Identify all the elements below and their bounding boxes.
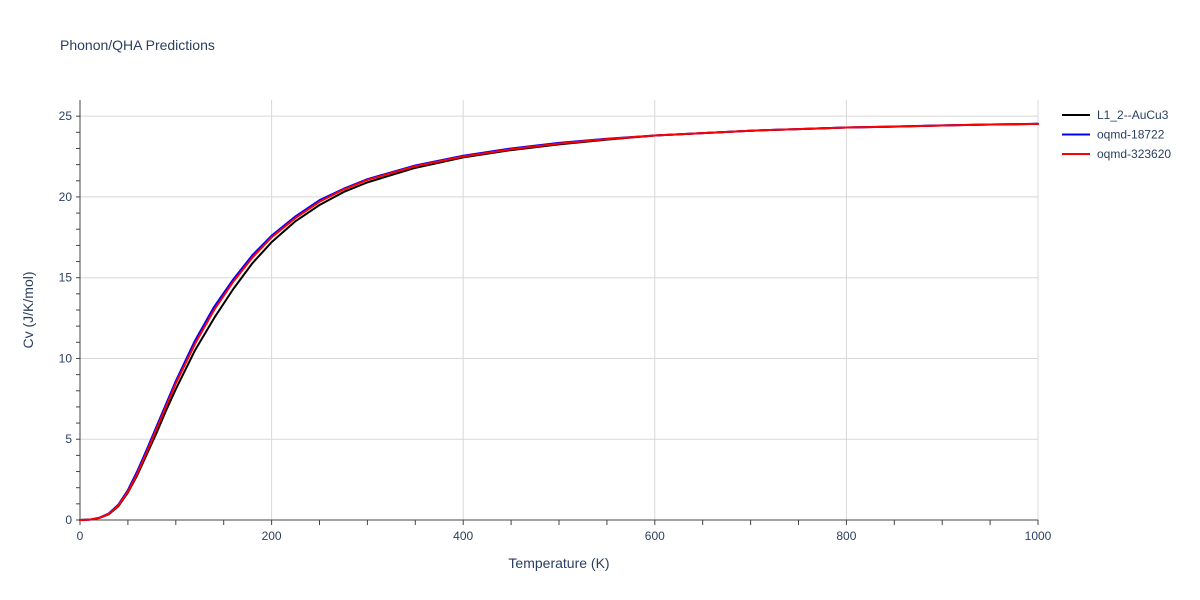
y-tick-label: 20 (59, 190, 73, 204)
x-tick-label: 0 (77, 529, 84, 543)
y-tick-label: 10 (59, 351, 73, 365)
chart-title: Phonon/QHA Predictions (60, 37, 215, 53)
x-tick-label: 400 (453, 529, 473, 543)
legend-label-1: L1_2--AuCu3 (1097, 108, 1169, 122)
y-tick-label: 25 (59, 109, 73, 123)
y-tick-label: 5 (65, 432, 72, 446)
axis-layer: 0 200 400 600 800 1000 0 5 10 15 20 25 (59, 100, 1052, 543)
legend-label-3: oqmd-323620 (1097, 147, 1171, 161)
y-tick-label: 15 (59, 271, 73, 285)
series-layer (79, 122, 1039, 521)
x-axis-title: Temperature (K) (508, 555, 609, 571)
y-tick-label: 0 (65, 513, 72, 527)
grid-layer (80, 100, 1039, 520)
x-tick-label: 800 (836, 529, 856, 543)
series-line-3 (79, 122, 1039, 521)
y-axis-title: Cv (J/K/mol) (20, 272, 36, 349)
legend-label-2: oqmd-18722 (1097, 128, 1165, 142)
x-tick-label: 600 (645, 529, 665, 543)
x-tick-label: 200 (262, 529, 282, 543)
x-tick-label: 1000 (1025, 529, 1052, 543)
legend: L1_2--AuCu3 oqmd-18722 oqmd-323620 (1062, 108, 1171, 161)
